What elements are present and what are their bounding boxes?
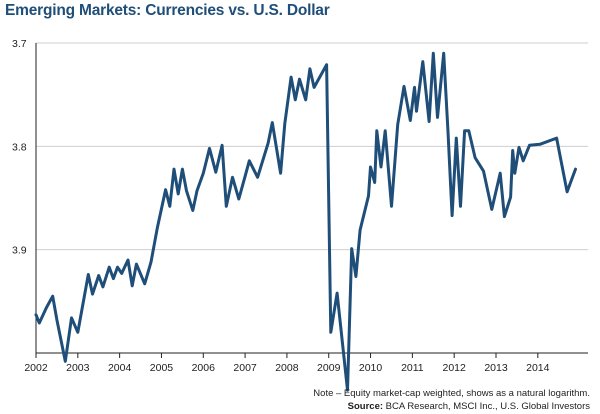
x-tick-label-1: 2003 xyxy=(66,362,90,374)
x-tick-label-4: 2006 xyxy=(192,362,216,374)
y-tick-label-1: 3.8 xyxy=(12,141,27,153)
x-tick-label-6: 2008 xyxy=(275,362,299,374)
x-tick-label-9: 2011 xyxy=(401,362,424,374)
x-tick-label-7: 2009 xyxy=(317,362,341,374)
chart-source: Source: BCA Research, MSCI Inc., U.S. Gl… xyxy=(348,401,590,412)
axes xyxy=(35,43,588,358)
x-tick-label-12: 2014 xyxy=(526,362,550,374)
series-layer xyxy=(34,51,577,392)
x-tick-labels: 2002 2003 2004 2005 2006 2007 2008 2009 2010 2011… xyxy=(24,362,549,374)
x-tick-label-8: 2010 xyxy=(359,362,383,374)
chart-title: Emerging Markets: Currencies vs. U.S. Do… xyxy=(5,2,330,19)
y-tick-label-2: 3.9 xyxy=(12,245,27,257)
x-tick-label-5: 2007 xyxy=(233,362,257,374)
x-tick-label-11: 2013 xyxy=(484,362,508,374)
source-label: Source: xyxy=(347,401,384,412)
source-text: BCA Research, MSCI Inc., U.S. Global Inv… xyxy=(383,401,590,412)
x-tick-label-0: 2002 xyxy=(24,362,48,374)
series-line xyxy=(34,51,577,392)
y-tick-labels: 3.7 3.8 3.9 xyxy=(12,38,27,257)
chart-note: Note – Equity market-cap weighted, shows… xyxy=(313,388,590,399)
x-tick-label-3: 2005 xyxy=(150,362,174,374)
x-tick-label-10: 2012 xyxy=(443,362,467,374)
y-tick-label-0: 3.7 xyxy=(12,38,27,50)
x-tick-label-2: 2004 xyxy=(108,362,132,374)
grid-lines xyxy=(36,42,588,251)
